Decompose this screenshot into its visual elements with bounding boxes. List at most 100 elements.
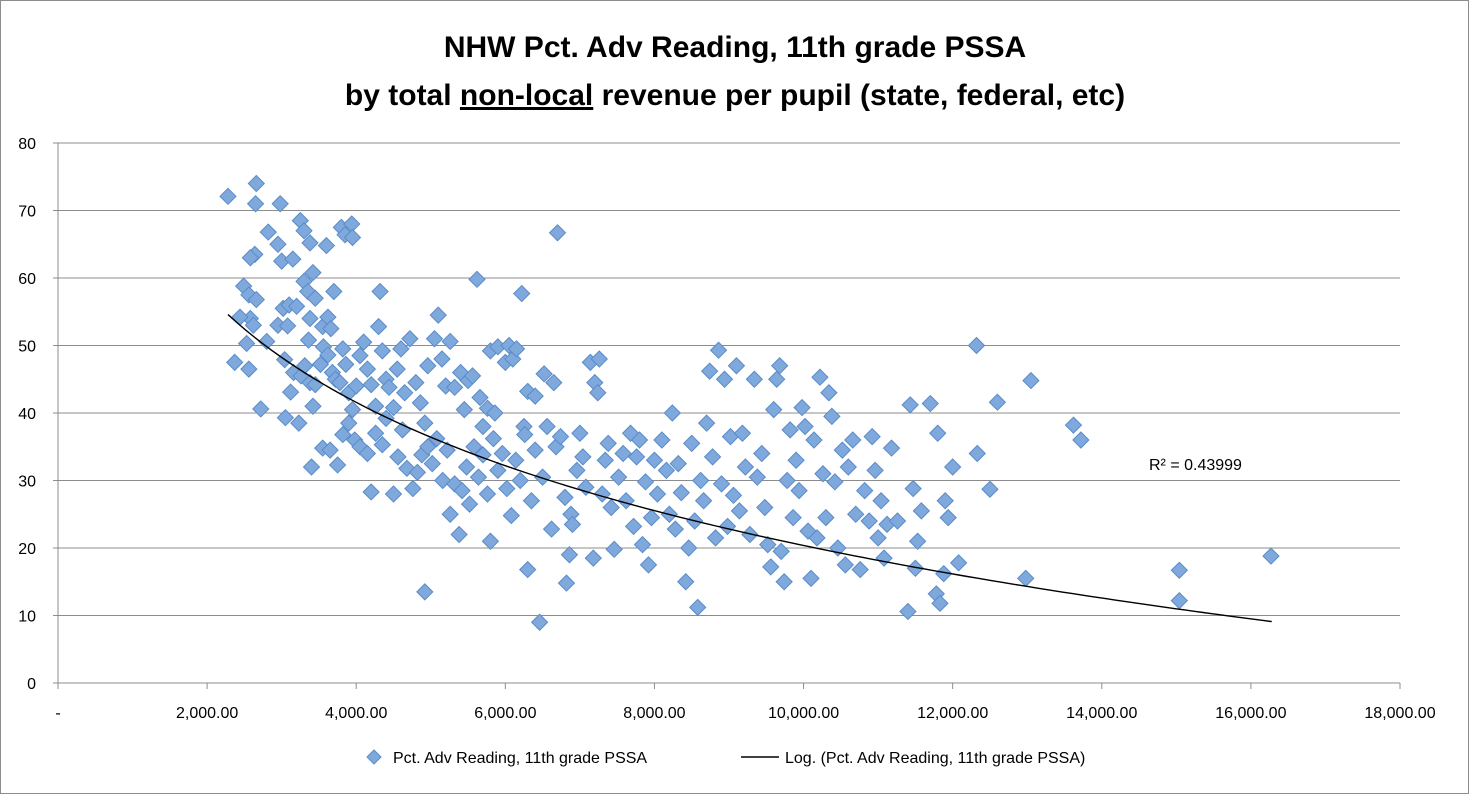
- data-point: [441, 505, 459, 523]
- x-tick-label: 10,000.00: [768, 705, 839, 722]
- data-point: [577, 478, 595, 496]
- data-point: [967, 336, 986, 355]
- data-point: [787, 451, 805, 469]
- data-point: [542, 520, 561, 538]
- data-point: [252, 400, 270, 418]
- data-point: [847, 505, 865, 523]
- data-point: [380, 378, 398, 397]
- axes: [53, 142, 1401, 689]
- x-tick-label: 8,000.00: [623, 705, 685, 722]
- data-point: [354, 333, 373, 351]
- data-point: [373, 342, 392, 360]
- data-point: [384, 398, 403, 417]
- data-point: [666, 520, 685, 538]
- chart-title-line-2: by total non-local revenue per pupil (st…: [345, 79, 1125, 112]
- data-point: [290, 414, 308, 432]
- chart-title-line-1: NHW Pct. Adv Reading, 11th grade PSSA: [444, 31, 1026, 64]
- data-point: [826, 473, 844, 491]
- data-point: [663, 404, 682, 422]
- data-point: [395, 384, 414, 402]
- data-point: [498, 479, 516, 498]
- legend-marker-diamond: [366, 749, 382, 765]
- y-tick-label: 60: [18, 271, 36, 288]
- data-point: [748, 468, 767, 486]
- y-tick-label: 70: [18, 204, 36, 221]
- x-tick-label: 2,000.00: [176, 705, 238, 722]
- x-tick-label: 12,000.00: [917, 705, 988, 722]
- data-point: [709, 341, 728, 359]
- data-point: [325, 282, 343, 301]
- data-point: [284, 250, 302, 268]
- data-point: [334, 425, 352, 444]
- data-point: [939, 508, 957, 527]
- data-point: [599, 434, 617, 453]
- x-tick-label: -: [55, 705, 60, 722]
- data-point: [526, 441, 544, 459]
- data-point: [912, 502, 931, 520]
- data-point: [295, 222, 313, 240]
- data-point: [416, 414, 434, 432]
- data-point: [697, 414, 716, 432]
- data-point: [484, 429, 503, 448]
- data-point: [781, 421, 799, 439]
- data-point: [820, 384, 838, 402]
- y-tick-label: 20: [18, 541, 36, 558]
- data-point: [392, 340, 410, 358]
- y-tick-label: 40: [18, 406, 36, 423]
- data-point: [745, 370, 764, 388]
- chart-title-prefix: by total: [345, 79, 460, 112]
- x-tick-label: 4,000.00: [325, 705, 387, 722]
- data-point: [337, 355, 355, 374]
- data-point: [715, 370, 734, 388]
- data-point: [756, 498, 774, 517]
- data-point: [545, 373, 563, 392]
- data-point: [504, 350, 522, 368]
- data-point: [703, 448, 722, 466]
- data-point: [388, 360, 406, 378]
- data-point: [281, 383, 300, 401]
- data-point: [808, 529, 826, 547]
- y-tick-label: 30: [18, 474, 36, 491]
- data-point: [474, 446, 492, 464]
- data-point: [522, 492, 541, 510]
- data-point: [362, 375, 380, 394]
- data-point: [347, 377, 365, 395]
- data-point: [551, 427, 570, 446]
- data-point: [516, 425, 534, 444]
- data-point: [237, 334, 256, 353]
- data-point: [775, 573, 793, 591]
- data-point: [526, 387, 544, 405]
- data-point: [1170, 591, 1189, 610]
- data-point: [240, 360, 258, 378]
- r-squared-label: R² = 0.43999: [1149, 457, 1242, 474]
- data-point: [518, 560, 537, 579]
- data-point: [331, 373, 349, 392]
- legend: Pct. Adv Reading, 11th grade PSSA Log. (…: [366, 749, 1085, 767]
- data-point: [366, 424, 385, 442]
- data-point: [433, 471, 452, 490]
- data-point: [1170, 561, 1189, 579]
- data-point: [389, 448, 407, 466]
- data-point: [981, 480, 999, 498]
- data-point: [408, 463, 427, 482]
- data-point: [351, 346, 369, 365]
- data-point: [633, 535, 652, 554]
- data-point: [384, 485, 403, 503]
- data-point: [489, 461, 507, 480]
- data-point: [241, 249, 260, 267]
- data-point: [727, 357, 746, 375]
- data-point: [423, 454, 441, 473]
- data-point: [624, 517, 643, 536]
- data-point: [231, 308, 249, 326]
- data-point: [908, 532, 927, 550]
- data-point: [590, 350, 608, 368]
- data-point: [317, 236, 336, 255]
- data-point: [630, 431, 649, 449]
- data-point: [802, 569, 820, 588]
- data-point: [478, 485, 497, 503]
- data-point: [778, 471, 796, 490]
- data-point: [736, 458, 755, 476]
- data-point: [770, 357, 789, 375]
- data-point: [416, 583, 434, 601]
- data-point: [1064, 416, 1083, 434]
